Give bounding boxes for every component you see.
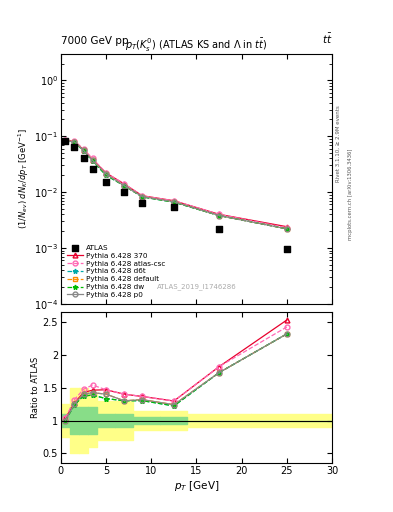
Text: $t\bar{t}$: $t\bar{t}$ [321, 32, 332, 46]
Y-axis label: $(1/N_{ev})\ dN_{K}/dp_{T}\ [\mathrm{GeV}^{-1}]$: $(1/N_{ev})\ dN_{K}/dp_{T}\ [\mathrm{GeV… [17, 129, 31, 229]
Point [171, 203, 177, 211]
Point [139, 199, 145, 207]
Point [62, 137, 69, 145]
Point [89, 165, 96, 173]
Title: $p_{T}(K^{0}_{s})$ (ATLAS KS and $\Lambda$ in $t\bar{t}$): $p_{T}(K^{0}_{s})$ (ATLAS KS and $\Lambd… [125, 37, 268, 54]
Text: ATLAS_2019_I1746286: ATLAS_2019_I1746286 [157, 283, 236, 290]
Text: 7000 GeV pp: 7000 GeV pp [61, 36, 129, 46]
Point [72, 143, 78, 152]
Point [216, 225, 222, 233]
Point [80, 155, 86, 163]
Point [103, 178, 109, 186]
X-axis label: $p_{T}$ [GeV]: $p_{T}$ [GeV] [174, 479, 219, 493]
Legend: ATLAS, Pythia 6.428 370, Pythia 6.428 atlas-csc, Pythia 6.428 d6t, Pythia 6.428 : ATLAS, Pythia 6.428 370, Pythia 6.428 at… [64, 243, 168, 300]
Y-axis label: Ratio to ATLAS: Ratio to ATLAS [31, 357, 40, 418]
Text: mcplots.cern.ch [arXiv:1306.3436]: mcplots.cern.ch [arXiv:1306.3436] [348, 149, 353, 240]
Point [121, 188, 127, 196]
Text: Rivet 3.1.10, ≥ 2.9M events: Rivet 3.1.10, ≥ 2.9M events [336, 105, 341, 182]
Point [284, 245, 290, 253]
